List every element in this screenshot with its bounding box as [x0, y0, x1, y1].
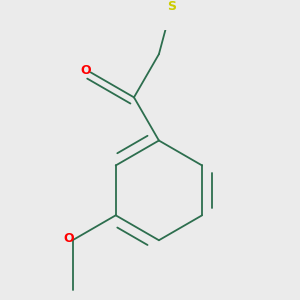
Text: O: O	[80, 64, 91, 77]
Text: O: O	[64, 232, 74, 245]
Text: S: S	[167, 0, 176, 13]
